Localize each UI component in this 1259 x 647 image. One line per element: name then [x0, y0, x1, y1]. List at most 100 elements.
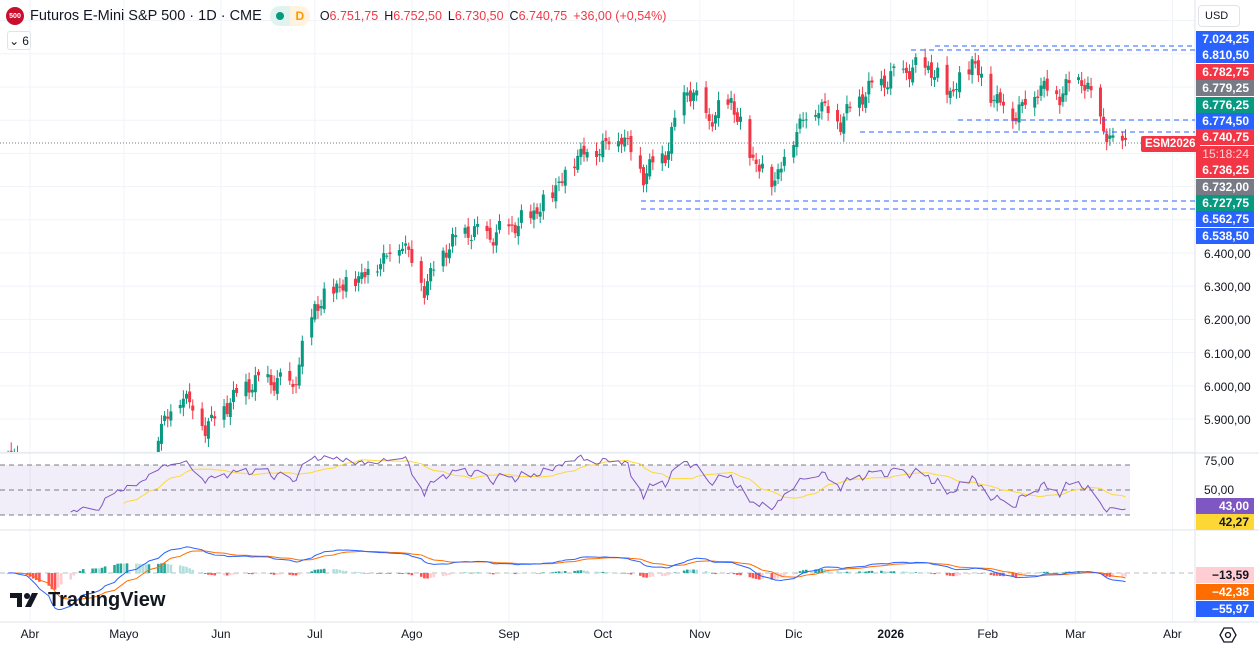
macd-histogram-bar — [736, 573, 739, 575]
macd-histogram-bar — [520, 573, 523, 574]
candle-body — [954, 89, 958, 91]
macd-histogram-bar — [573, 570, 576, 573]
candle-body — [651, 156, 655, 163]
candle-body — [488, 227, 492, 240]
candle-body — [360, 272, 364, 279]
candle-body — [904, 67, 908, 73]
candle-body — [300, 340, 304, 367]
macd-histogram-bar — [388, 573, 392, 574]
rsi-value-label: 42,27 — [1196, 514, 1254, 530]
macd-histogram-bar — [948, 573, 952, 576]
candle-body — [354, 278, 358, 287]
candle-body — [338, 286, 342, 288]
macd-histogram-bar — [889, 571, 893, 573]
macd-histogram-bar — [973, 573, 977, 574]
time-axis-tick: Nov — [689, 627, 711, 641]
candle-body — [476, 223, 480, 227]
time-axis-tick: Jun — [211, 627, 231, 641]
ohlc-low: L6.730,50 — [447, 9, 504, 23]
currency-selector[interactable]: USD — [1198, 5, 1240, 27]
macd-histogram-bar — [476, 572, 479, 574]
settings-icon[interactable] — [1219, 626, 1237, 644]
macd-histogram-bar — [839, 571, 842, 573]
candle-body — [798, 118, 802, 129]
candle-body — [864, 96, 868, 108]
macd-histogram-bar — [485, 572, 489, 574]
macd-histogram-bar — [451, 573, 454, 574]
candle-body — [541, 194, 545, 212]
macd-histogram-bar — [473, 572, 476, 574]
candle-body — [1083, 84, 1087, 91]
macd-histogram-bar — [560, 571, 564, 573]
macd-histogram-bar — [754, 573, 758, 580]
market-open-icon — [269, 6, 290, 26]
candle-body — [670, 126, 674, 154]
indicators-toggle-button[interactable]: ⌄ 6 — [7, 31, 31, 50]
candle-body — [397, 250, 401, 256]
price-label: 6.732,00 — [1196, 178, 1254, 195]
macd-histogram-bar — [870, 570, 874, 573]
time-axis-tick: Sep — [498, 627, 520, 641]
macd-histogram-bar — [379, 573, 382, 574]
candle-body — [914, 57, 918, 65]
symbol-logo[interactable]: 500 — [6, 7, 24, 25]
macd-histogram-bar — [989, 573, 993, 576]
macd-histogram-bar — [732, 573, 736, 575]
candle-body — [191, 405, 195, 411]
candle-body — [1020, 102, 1024, 107]
macd-histogram-bar — [648, 573, 652, 578]
price-axis-tick: 6.300,00 — [1204, 280, 1251, 295]
candle-body — [582, 145, 586, 155]
price-label: 6.740,75 — [1196, 129, 1254, 146]
macd-histogram-bar — [686, 569, 689, 573]
macd-histogram-bar — [1024, 573, 1027, 575]
macd-histogram-bar — [103, 566, 107, 573]
candle-body — [388, 252, 392, 255]
macd-histogram-bar — [254, 573, 257, 574]
candle-body — [911, 67, 915, 83]
macd-histogram-bar — [294, 573, 298, 576]
candle-body — [739, 116, 743, 122]
candle-body — [889, 71, 893, 89]
candle-body — [382, 253, 386, 264]
macd-histogram-bar — [1080, 571, 1083, 573]
market-status-pill[interactable]: D — [269, 6, 310, 26]
macd-histogram-bar — [288, 573, 292, 575]
macd-histogram-bar — [488, 573, 492, 574]
macd-histogram-bar — [75, 573, 79, 574]
symbol-header: 500 Futuros E-Mini S&P 500 · 1D · CME D … — [6, 5, 666, 27]
macd-histogram-bar — [122, 563, 126, 573]
macd-histogram-bar — [1045, 571, 1049, 573]
macd-histogram-bar — [557, 571, 561, 573]
macd-histogram-bar — [332, 569, 335, 573]
macd-histogram-bar — [429, 573, 432, 578]
candle-body — [516, 225, 520, 237]
candle-body — [463, 227, 467, 234]
macd-histogram-bar — [147, 564, 151, 573]
candle-body — [976, 60, 980, 76]
candle-body — [563, 169, 567, 186]
symbol-title[interactable]: Futuros E-Mini S&P 500 · 1D · CME — [30, 8, 262, 24]
macd-histogram-bar — [257, 573, 260, 574]
candle-body — [419, 261, 423, 283]
candle-body — [1045, 78, 1049, 91]
candle-body — [178, 404, 182, 409]
macd-histogram-bar — [923, 572, 927, 574]
macd-histogram-bar — [585, 570, 589, 573]
candle-body — [250, 389, 254, 393]
macd-histogram-bar — [185, 566, 188, 573]
candle-body — [626, 137, 630, 139]
candle-body — [363, 272, 367, 278]
macd-histogram-bar — [213, 573, 216, 576]
macd-histogram-bar — [582, 570, 586, 573]
candle-body — [513, 224, 517, 234]
candle-body — [451, 233, 455, 247]
candle-body — [908, 71, 912, 80]
macd-histogram-bar — [291, 573, 295, 576]
candle-body — [1017, 104, 1021, 123]
candle-body — [163, 415, 167, 421]
macd-histogram-bar — [60, 573, 63, 585]
macd-value-label: −42,38 — [1196, 584, 1254, 600]
candle-body — [557, 181, 561, 183]
